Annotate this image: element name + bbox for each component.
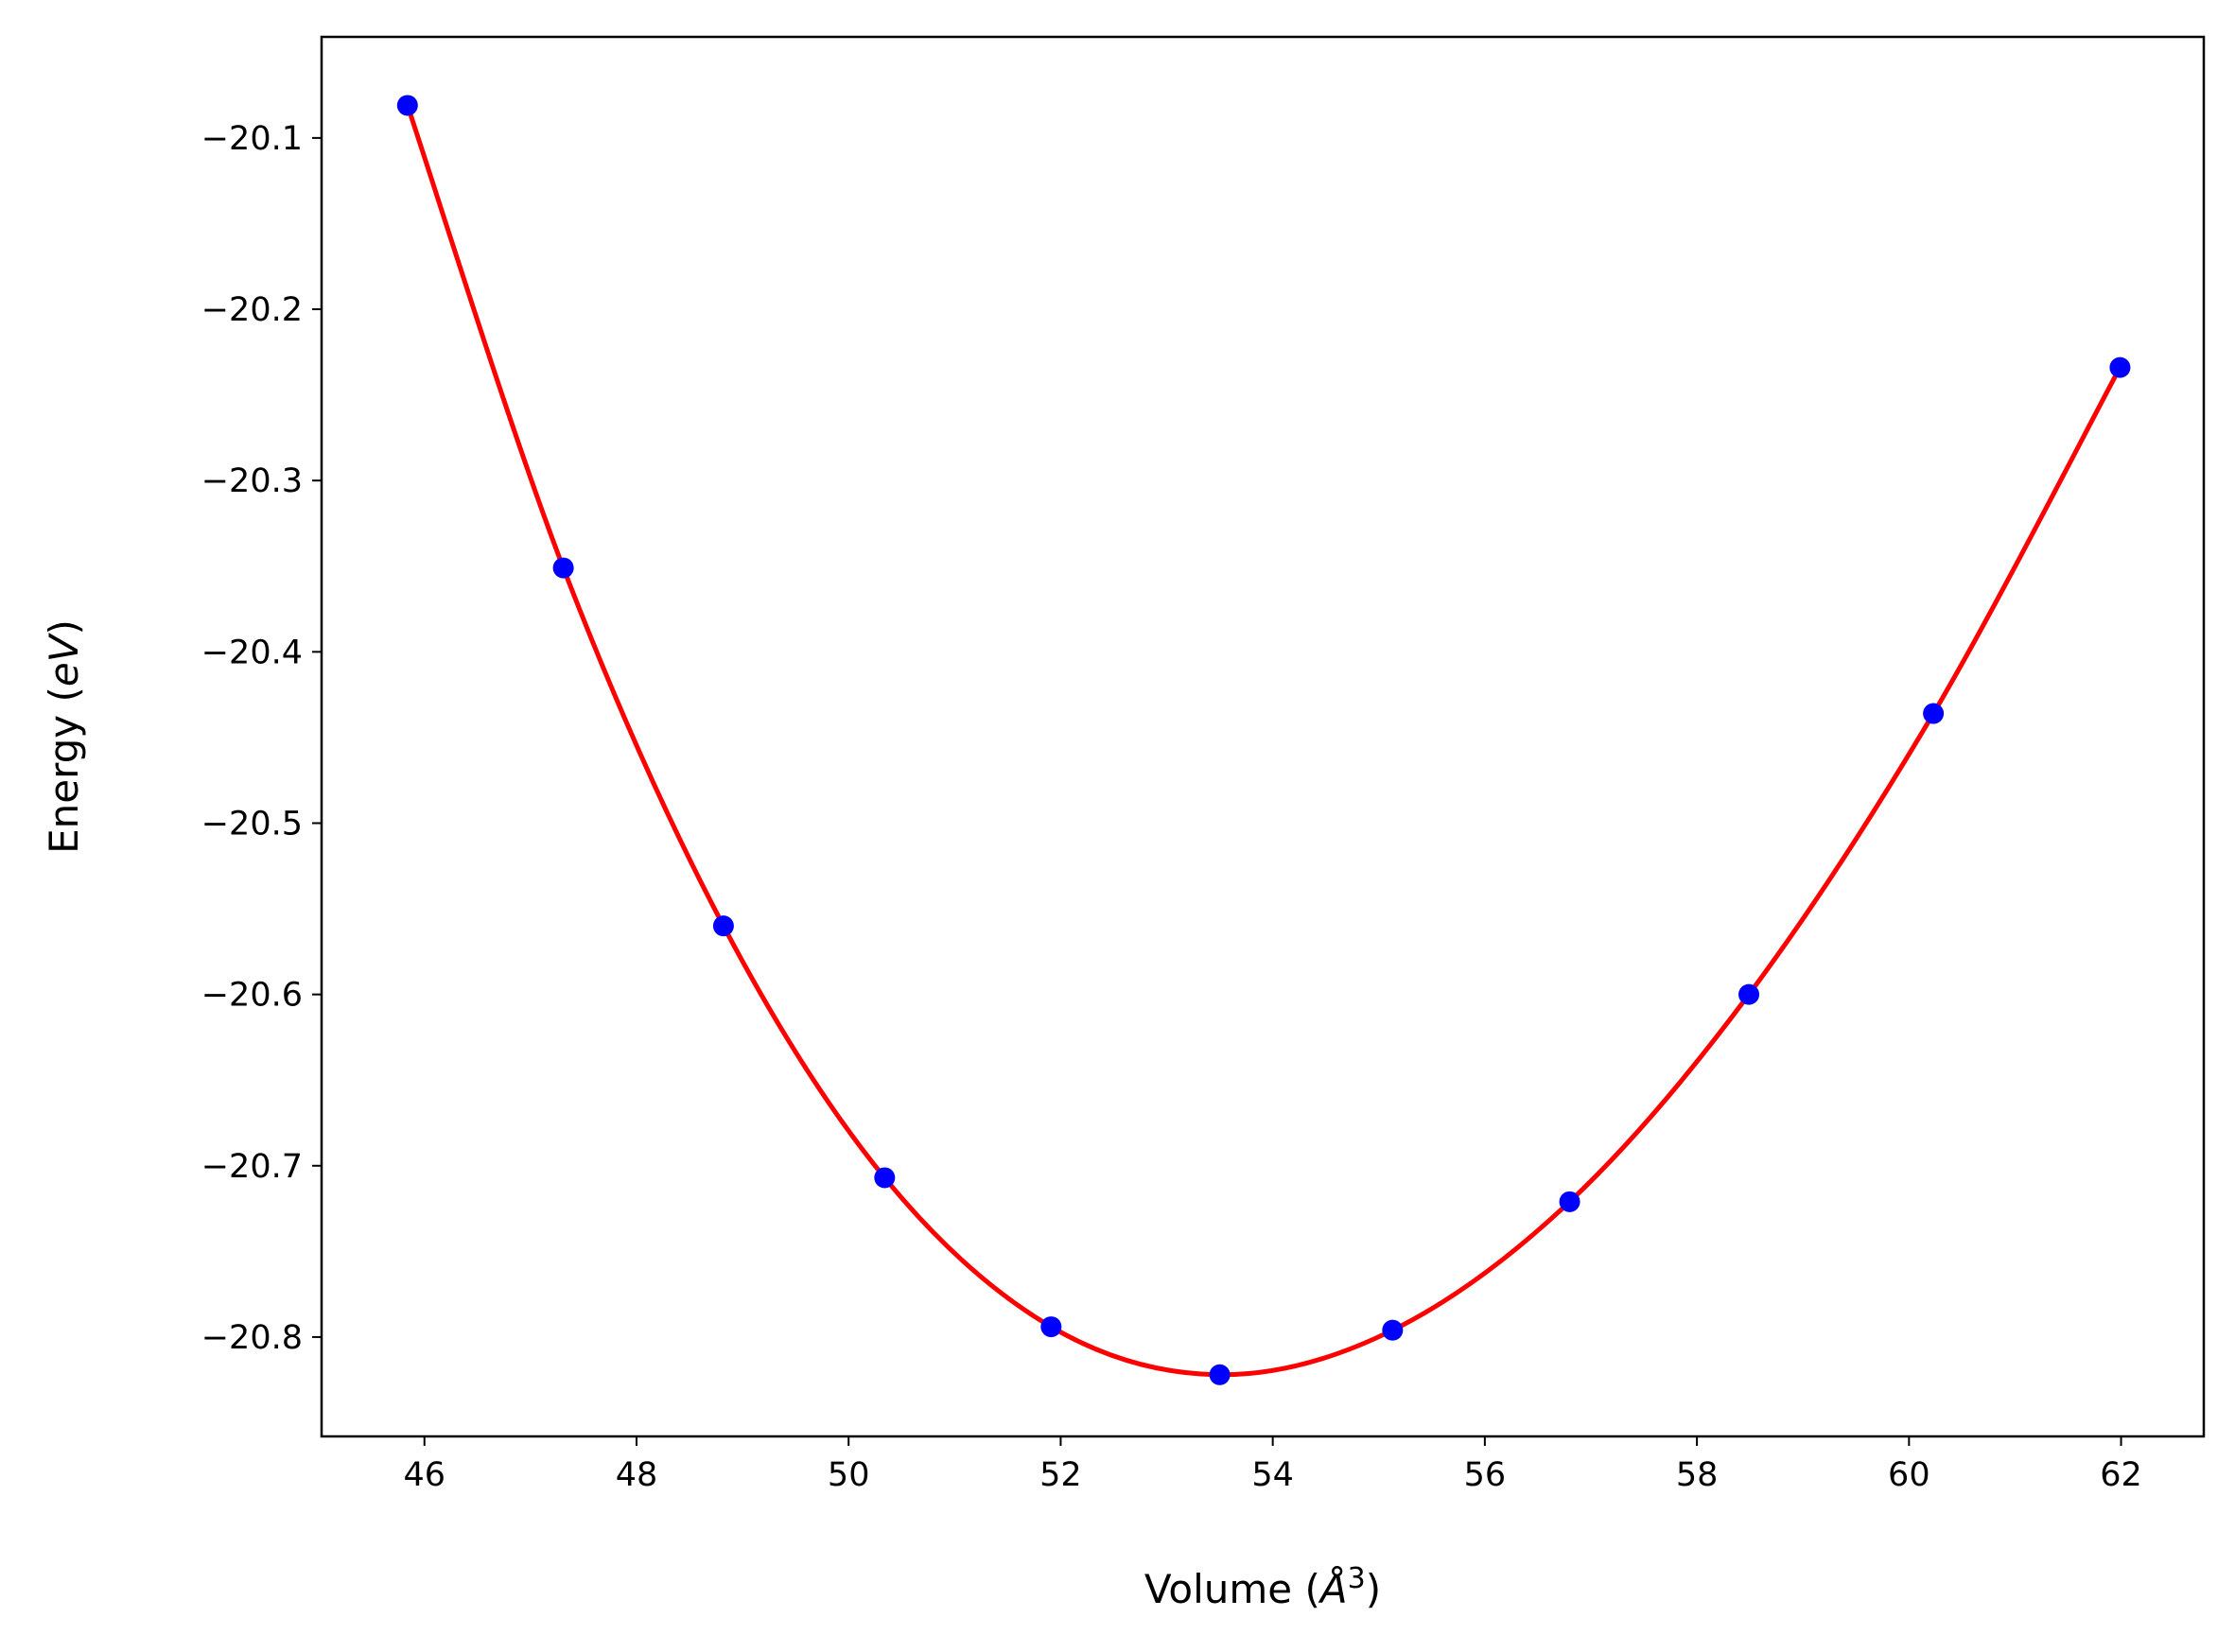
x-axis-label: Volume (Å3) — [1144, 1562, 1381, 1612]
data-point — [874, 1167, 896, 1189]
y-tick-label: −20.6 — [201, 977, 303, 1015]
data-point — [1738, 983, 1760, 1005]
x-tick-label: 52 — [1039, 1456, 1082, 1494]
x-tick-label: 48 — [616, 1456, 658, 1494]
y-tick-label: −20.7 — [201, 1148, 303, 1186]
data-point — [1382, 1319, 1404, 1341]
y-axis-label: Energy (eV) — [41, 619, 87, 854]
x-tick-label: 58 — [1676, 1456, 1719, 1494]
data-point — [1040, 1316, 1062, 1338]
data-point — [1559, 1191, 1580, 1212]
data-point — [552, 557, 574, 579]
y-tick-label: −20.1 — [201, 120, 303, 158]
x-tick-label: 46 — [403, 1456, 445, 1494]
data-points-layer — [396, 95, 2131, 1385]
y-tick-label: −20.2 — [201, 291, 303, 329]
x-tick-label: 56 — [1464, 1456, 1507, 1494]
axes-frame — [320, 35, 2206, 1438]
y-ticks: −20.1 −20.2 −20.3 −20.4 −20.5 −20.6 −20.7 −20.8 — [201, 120, 322, 1357]
data-point — [396, 95, 418, 116]
data-point — [1923, 703, 1945, 724]
x-tick-label: 50 — [828, 1456, 870, 1494]
x-tick-label: 60 — [1888, 1456, 1930, 1494]
data-point — [2109, 356, 2131, 378]
x-tick-label: 62 — [2100, 1456, 2142, 1494]
y-tick-label: −20.4 — [201, 634, 303, 671]
y-tick-label: −20.3 — [201, 462, 303, 500]
y-tick-label: −20.5 — [201, 805, 303, 843]
fit-curve-layer — [405, 104, 2122, 1378]
data-point — [1209, 1364, 1231, 1385]
x-ticks: 46 48 50 52 54 56 58 60 62 — [403, 1436, 2142, 1494]
data-point — [712, 915, 734, 937]
fit-curve — [405, 104, 2122, 1378]
x-tick-label: 54 — [1251, 1456, 1294, 1494]
y-tick-label: −20.8 — [201, 1319, 303, 1357]
